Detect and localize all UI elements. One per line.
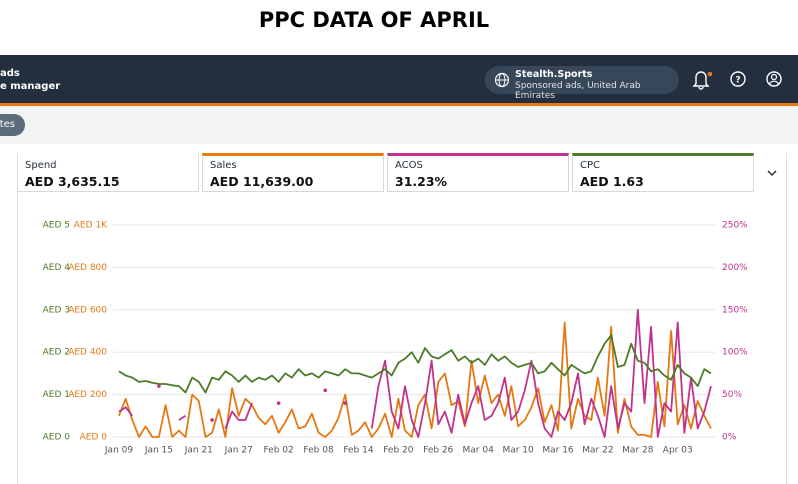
series-line: [118, 334, 712, 394]
x-tick-label: Mar 22: [582, 446, 613, 456]
account-name: Stealth.Sports: [515, 69, 593, 80]
x-tick-label: Jan 09: [104, 446, 133, 456]
account-sub: Sponsored ads, United Arab Emirates: [515, 81, 641, 101]
series-line: [224, 402, 253, 429]
metric-card[interactable]: ACOS 31.23%: [387, 153, 569, 192]
y-tick-label: 200%: [722, 263, 748, 273]
x-tick-label: Feb 08: [303, 446, 334, 456]
metric-value: AED 1.63: [580, 174, 644, 189]
y-tick-label: AED 0: [80, 433, 108, 443]
x-tick-label: Mar 04: [463, 446, 495, 456]
x-tick-label: Mar 10: [502, 446, 534, 456]
series-line: [370, 308, 712, 438]
brand[interactable]: ads e manager: [0, 67, 60, 93]
chart-panel: [17, 153, 787, 484]
metric-value: 31.23%: [395, 174, 448, 189]
y-tick-label: 250%: [722, 221, 748, 231]
y-tick-label: AED 0: [43, 433, 71, 443]
x-tick-label: Feb 26: [423, 446, 454, 456]
point: [323, 388, 328, 393]
y-tick-label: AED 600: [68, 305, 107, 315]
x-tick-label: Jan 27: [224, 446, 253, 456]
y-tick-label: AED 400: [68, 348, 107, 358]
toolbar-button[interactable]: tes: [0, 114, 25, 136]
metric-value: AED 3,635.15: [25, 174, 120, 189]
metric-label: ACOS: [395, 160, 423, 171]
page-title: PPC DATA OF APRIL: [258, 8, 490, 32]
y-tick-label: AED 2: [43, 348, 70, 358]
x-tick-label: Mar 16: [542, 446, 574, 456]
series-line: [178, 415, 186, 421]
svg-text:?: ?: [735, 76, 740, 86]
nav-icons[interactable]: ?: [690, 64, 790, 94]
y-tick-label: AED 200: [68, 390, 107, 400]
metric-card[interactable]: CPC AED 1.63: [572, 153, 754, 192]
button-label: tes: [0, 119, 15, 130]
point: [157, 384, 161, 388]
toolbar: tes: [0, 106, 798, 144]
metric-value: AED 11,639.00: [210, 174, 314, 189]
y-tick-label: AED 1: [43, 390, 70, 400]
x-tick-label: Jan 21: [184, 446, 213, 456]
metric-card[interactable]: Spend AED 3,635.15: [17, 153, 199, 192]
point: [276, 401, 281, 405]
metric-card[interactable]: Sales AED 11,639.00: [202, 153, 384, 192]
metric-label: CPC: [580, 160, 600, 171]
top-nav: ads e manager Stealth.Sports Sponsored ad…: [0, 55, 798, 106]
series-line: [118, 406, 134, 417]
y-tick-label: AED 800: [68, 263, 107, 273]
metric-label: Sales: [210, 160, 237, 171]
brand-line: ads: [0, 68, 20, 79]
y-tick-label: AED 1K: [74, 221, 108, 231]
series-line: [118, 321, 712, 438]
x-tick-label: Jan 15: [144, 446, 173, 456]
y-tick-label: 100%: [722, 348, 748, 358]
expand-chevron[interactable]: [766, 168, 778, 178]
y-tick-label: AED 4: [43, 263, 71, 273]
y-tick-label: AED 5: [43, 221, 70, 231]
point: [210, 418, 214, 422]
y-tick-label: 150%: [722, 305, 748, 315]
y-tick-label: 50%: [722, 390, 742, 400]
globe-icon: [494, 72, 510, 88]
x-tick-label: Mar 28: [622, 446, 654, 456]
metric-label: Spend: [25, 160, 57, 171]
brand-line: e manager: [0, 81, 61, 92]
y-tick-label: 0%: [722, 433, 737, 443]
y-tick-label: AED 3: [43, 305, 70, 315]
x-tick-label: Feb 14: [343, 446, 374, 456]
x-tick-label: Feb 02: [264, 446, 294, 456]
x-tick-label: Apr 03: [663, 446, 693, 456]
x-tick-label: Feb 20: [383, 446, 414, 456]
account-switcher[interactable]: Stealth.Sports Sponsored ads, United Ara…: [485, 66, 679, 101]
point: [343, 401, 347, 405]
